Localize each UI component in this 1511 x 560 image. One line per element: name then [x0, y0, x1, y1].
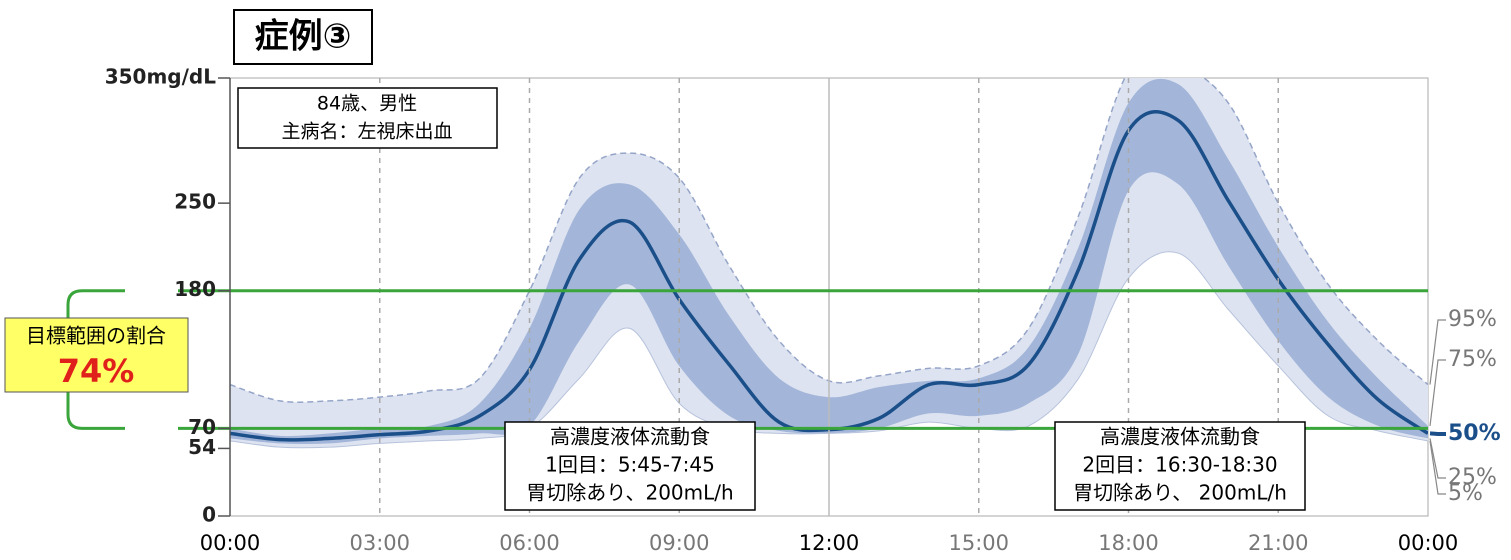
- y-tick-label: 0: [202, 503, 216, 527]
- chart-title: 症例③: [255, 17, 352, 57]
- x-tick-label: 09:00: [649, 531, 710, 555]
- y-tick-label: 180: [174, 277, 216, 301]
- tir-label: 目標範囲の割合: [26, 324, 166, 348]
- meal-box: [1054, 421, 1306, 511]
- legend-label: 75%: [1448, 347, 1497, 372]
- tir-box: [4, 317, 189, 393]
- x-tick-label: 03:00: [349, 531, 410, 555]
- legend-connector: [1429, 319, 1446, 385]
- legend-connector: [1429, 440, 1446, 495]
- title-box: [233, 9, 373, 65]
- x-tick-label: 12:00: [799, 531, 860, 555]
- meal-info: 胃切除あり、 200mL/h: [1073, 481, 1287, 505]
- y-tick-label: 250: [174, 190, 216, 214]
- legend-label: 5%: [1448, 481, 1483, 506]
- meal-info: 2回目：16:30-18:30: [1082, 453, 1277, 477]
- tir-value: 74%: [58, 352, 135, 390]
- x-tick-label: 18:00: [1098, 531, 1159, 555]
- legend-connector: [1429, 359, 1446, 426]
- meal-box: [504, 421, 756, 511]
- patient-info: 主病名：左視床出血: [281, 121, 452, 143]
- patient-box: [237, 87, 498, 149]
- x-tick-label: 06:00: [499, 531, 560, 555]
- y-tick-label: 350mg/dL: [105, 65, 217, 89]
- legend-label: 50%: [1448, 421, 1501, 446]
- y-tick-label: 70: [188, 415, 216, 439]
- x-tick-label: 21:00: [1248, 531, 1309, 555]
- legend-label: 25%: [1448, 465, 1497, 490]
- x-tick-label: 00:00: [200, 531, 261, 555]
- meal-info: 高濃度液体流動食: [1100, 425, 1260, 449]
- p95-outline: [230, 78, 1428, 403]
- meal-info: 高濃度液体流動食: [550, 425, 710, 449]
- legend-connector: [1429, 431, 1446, 436]
- patient-info: 84歳、男性: [317, 93, 417, 115]
- meal-info: 胃切除あり、200mL/h: [526, 481, 733, 505]
- legend-connector: [1429, 438, 1446, 479]
- legend-label: 95%: [1448, 307, 1497, 332]
- y-tick-label: 54: [188, 435, 216, 459]
- x-tick-label: 00:00: [1398, 531, 1459, 555]
- meal-info: 1回目：5:45-7:45: [545, 453, 715, 477]
- x-tick-label: 15:00: [948, 531, 1009, 555]
